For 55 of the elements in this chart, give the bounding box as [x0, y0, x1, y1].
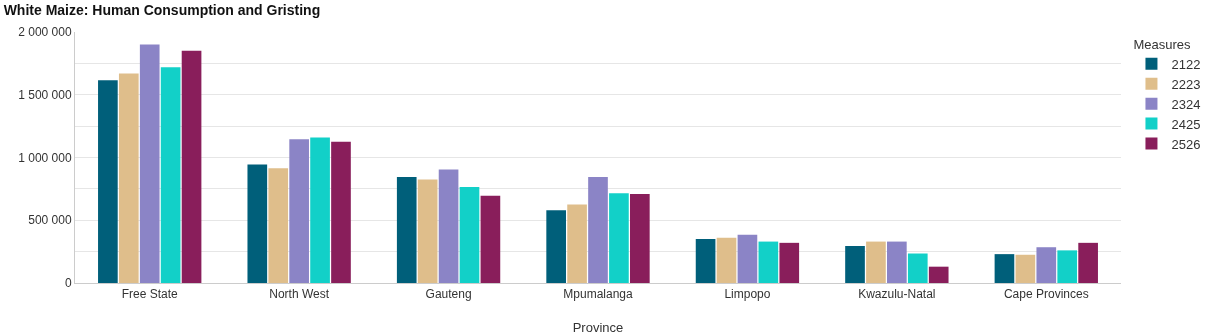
bar	[928, 266, 949, 283]
x-tick-label: Free State	[121, 287, 179, 302]
bar	[609, 193, 629, 283]
bar	[268, 168, 289, 283]
bar	[1015, 254, 1036, 283]
bar	[247, 164, 268, 283]
bar	[779, 242, 800, 283]
bar	[887, 241, 907, 283]
legend-label: 2324	[1171, 96, 1201, 112]
bar	[588, 176, 608, 283]
bar	[630, 193, 650, 283]
legend-label: 2122	[1171, 56, 1201, 72]
bar	[438, 169, 459, 283]
bar	[118, 73, 139, 283]
x-tick-label: North West	[269, 287, 330, 302]
bar	[567, 204, 587, 283]
x-tick-label: Kwazulu-Natal	[858, 287, 936, 302]
legend-label: 2526	[1171, 136, 1201, 152]
bar	[160, 67, 181, 283]
bar	[417, 179, 438, 283]
legend-label: 2425	[1171, 116, 1201, 132]
bar	[907, 253, 928, 283]
chart-title: White Maize: Human Consumption and Gristing	[3, 1, 321, 18]
legend-label: 2223	[1171, 76, 1201, 92]
bar	[845, 245, 865, 283]
bar	[695, 239, 716, 283]
bar	[480, 195, 501, 283]
bar	[546, 210, 566, 283]
y-tick-label: 2 000 000	[18, 25, 72, 40]
bar	[310, 137, 330, 283]
bar	[758, 241, 779, 283]
bar	[139, 44, 160, 283]
bar	[181, 50, 202, 283]
y-tick-label: 0	[64, 276, 72, 291]
bar	[716, 237, 737, 283]
bar	[459, 186, 480, 283]
x-tick-label: Mpumalanga	[563, 287, 634, 302]
bar	[98, 80, 118, 283]
x-tick-label: Gauteng	[425, 287, 472, 302]
bar	[1036, 247, 1057, 283]
legend-title: Measures	[1133, 36, 1192, 52]
y-tick-label: 1 000 000	[18, 150, 72, 165]
bar	[994, 254, 1015, 283]
y-tick-label: 500 000	[28, 213, 72, 228]
x-tick-label: Limpopo	[724, 287, 771, 302]
x-tick-label: Cape Provinces	[1003, 287, 1089, 302]
bar	[289, 139, 309, 283]
bar	[1057, 250, 1078, 283]
bar	[866, 241, 886, 283]
bar	[331, 141, 351, 283]
bar	[1078, 242, 1098, 283]
bar	[396, 176, 417, 283]
x-axis-title: Province	[572, 320, 624, 335]
y-tick-label: 1 500 000	[18, 87, 72, 102]
bar	[737, 234, 758, 283]
